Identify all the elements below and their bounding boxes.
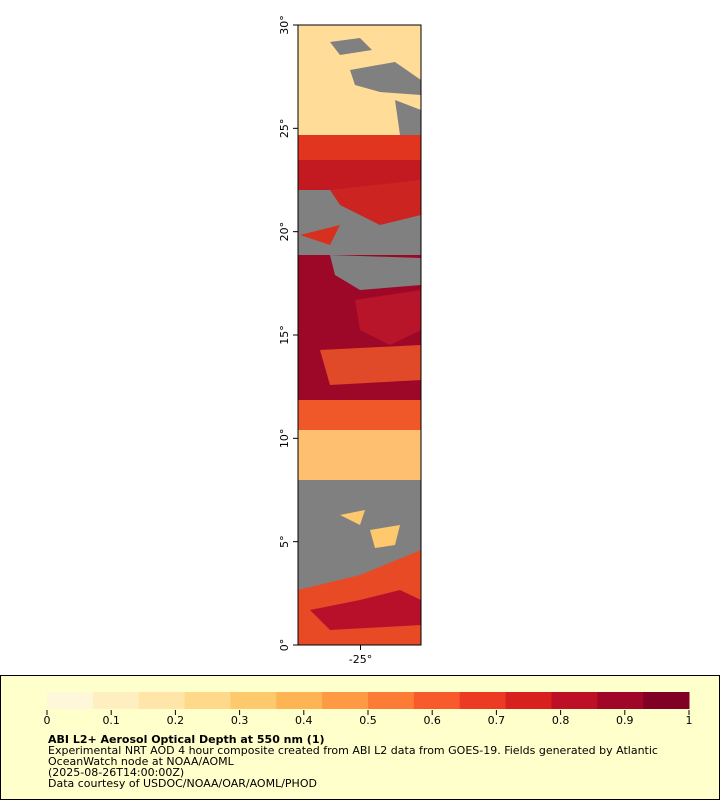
lat-tick-label: 0° bbox=[278, 639, 291, 652]
band bbox=[340, 510, 365, 525]
colorbar-swatch bbox=[276, 692, 323, 709]
lat-tick-label: 30° bbox=[278, 15, 291, 35]
band bbox=[330, 180, 421, 225]
band bbox=[355, 290, 421, 345]
colorbar-tick-label: 0.7 bbox=[488, 714, 506, 727]
band bbox=[310, 590, 421, 630]
legend-line: Experimental NRT AOD 4 hour composite cr… bbox=[48, 744, 658, 757]
cloud bbox=[350, 62, 421, 95]
colorbar-tick-label: 0.2 bbox=[167, 714, 185, 727]
colorbar-swatch bbox=[413, 692, 461, 709]
colorbar-tick-label: 0.6 bbox=[423, 714, 441, 727]
cloud bbox=[330, 38, 372, 55]
band bbox=[320, 345, 421, 385]
colorbar-swatch bbox=[505, 692, 552, 709]
colorbar-swatch bbox=[184, 692, 231, 709]
colorbar-tick-label: 0.9 bbox=[616, 714, 634, 727]
colorbar-swatch bbox=[138, 692, 186, 709]
band bbox=[370, 525, 400, 548]
legend-line: OceanWatch node at NOAA/AOML bbox=[48, 755, 235, 768]
colorbar-tick-label: 0.4 bbox=[295, 714, 313, 727]
legend-title: ABI L2+ Aerosol Optical Depth at 550 nm … bbox=[48, 733, 325, 746]
axes: 0° 5° 10° 15° 20° 25° 30° -25° bbox=[278, 15, 372, 666]
band bbox=[300, 225, 340, 245]
map-image bbox=[297, 24, 422, 646]
lat-tick-label: 5° bbox=[278, 535, 291, 548]
lon-tick-label: -25° bbox=[349, 653, 372, 666]
lat-tick-label: 25° bbox=[278, 119, 291, 139]
colorbar-tick-label: 0.3 bbox=[231, 714, 249, 727]
cloud bbox=[330, 255, 421, 290]
colorbar-tick-label: 0.5 bbox=[359, 714, 377, 727]
colorbar-tick-label: 1 bbox=[686, 714, 693, 727]
legend-line: Data courtesy of USDOC/NOAA/OAR/AOML/PHO… bbox=[48, 777, 317, 790]
colorbar-swatch bbox=[551, 692, 598, 709]
colorbar-tick-label: 0 bbox=[44, 714, 51, 727]
colorbar-swatch bbox=[459, 692, 507, 709]
lat-tick-label: 10° bbox=[278, 429, 291, 449]
cloud bbox=[395, 100, 421, 140]
colorbar-tick-label: 0.1 bbox=[102, 714, 120, 727]
legend-line: (2025-08-26T14:00:00Z) bbox=[48, 766, 184, 779]
colorbar-swatch bbox=[92, 692, 140, 709]
band bbox=[298, 430, 421, 480]
colorbar-swatch bbox=[47, 692, 94, 709]
colorbar-swatch bbox=[643, 692, 690, 709]
band bbox=[298, 400, 421, 430]
colorbar-tick-label: 0.8 bbox=[552, 714, 570, 727]
colorbar-swatch bbox=[597, 692, 644, 709]
lat-tick-label: 15° bbox=[278, 325, 291, 345]
colorbar-swatch bbox=[368, 692, 415, 709]
colorbar-swatch bbox=[230, 692, 277, 709]
colorbar: 0 0.1 0.2 0.3 0.4 0.5 0.6 0.7 0.8 0.9 1 bbox=[44, 692, 693, 727]
colorbar-swatch bbox=[322, 692, 369, 709]
lat-tick-label: 20° bbox=[278, 222, 291, 242]
